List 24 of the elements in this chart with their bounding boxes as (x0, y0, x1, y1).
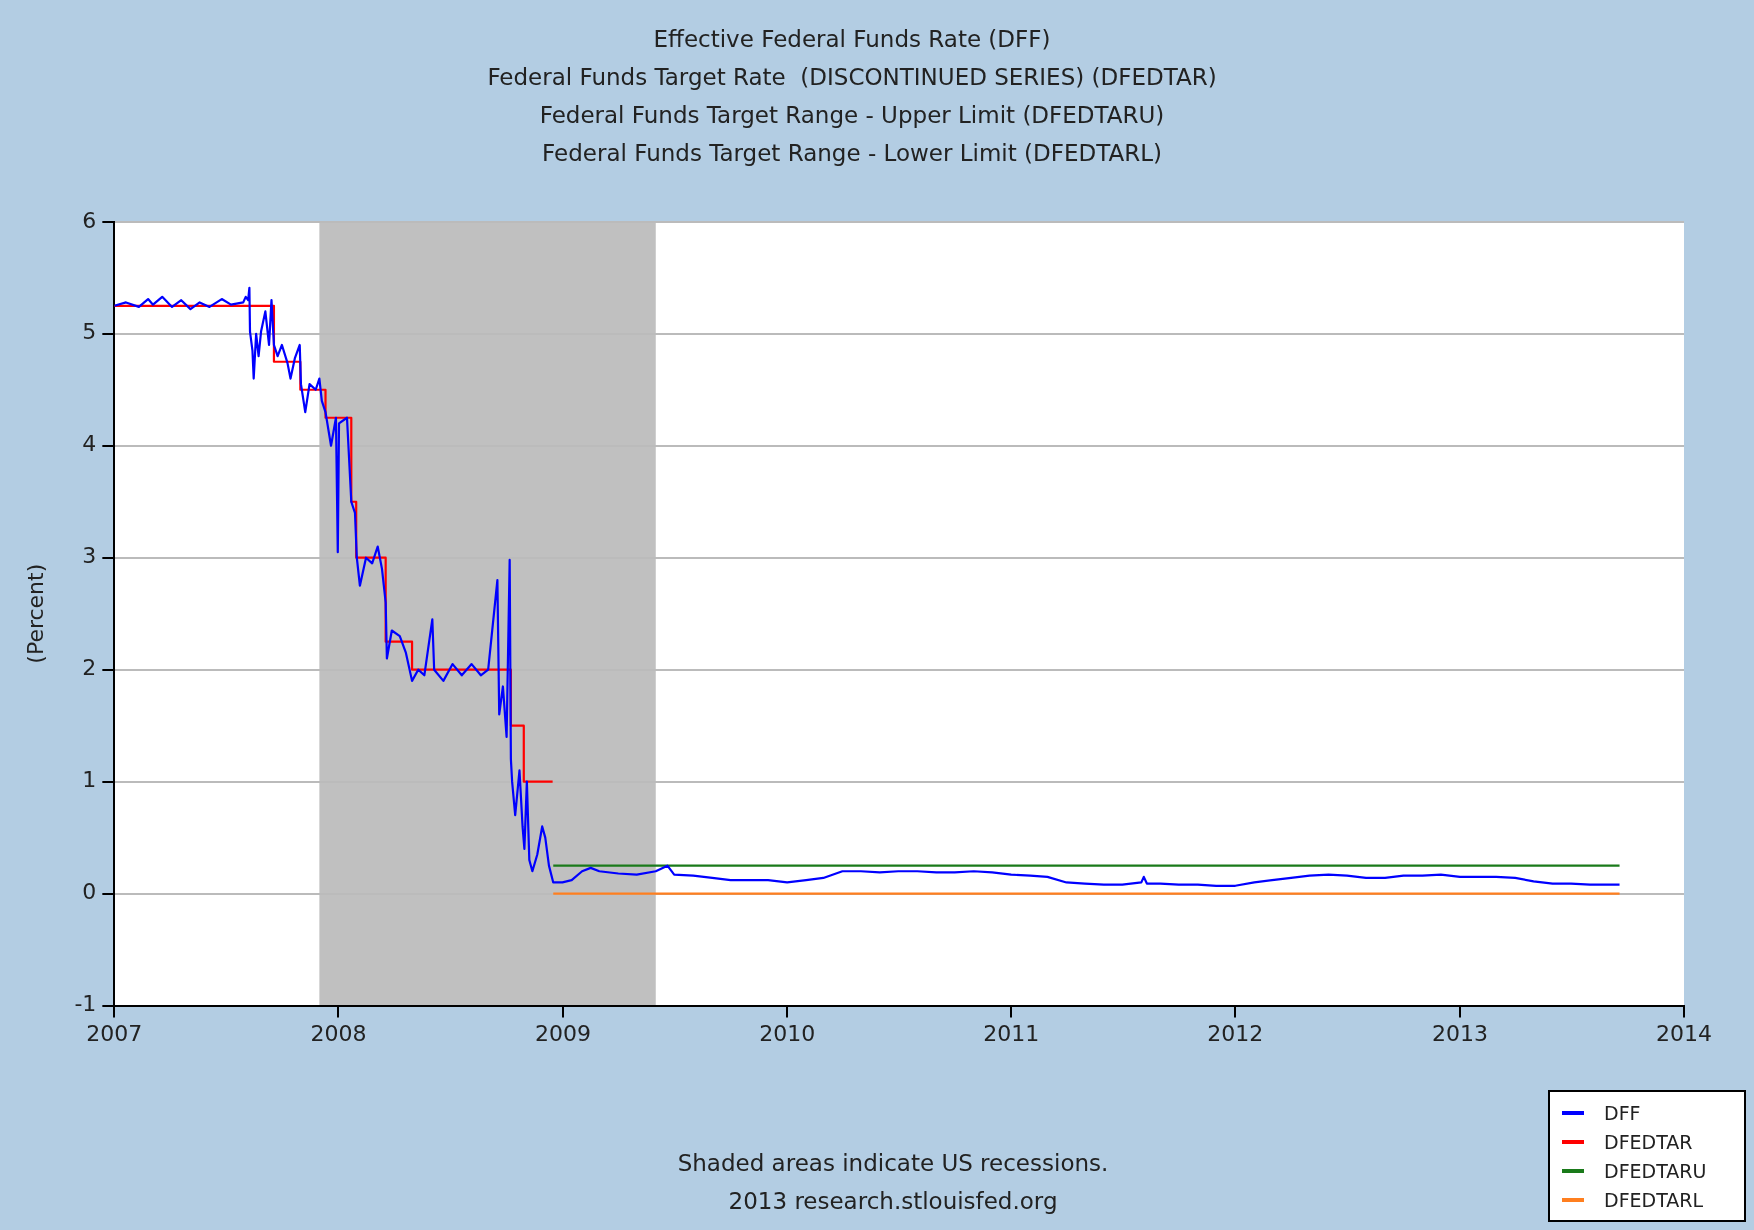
x-tick-label: 2014 (1656, 1020, 1712, 1046)
y-tick-label: 0 (82, 879, 97, 905)
legend-label: DFEDTARL (1604, 1188, 1704, 1211)
y-tick-label: 2 (82, 655, 97, 681)
x-tick-label: 2012 (1207, 1020, 1264, 1046)
x-tick-label: 2011 (983, 1020, 1040, 1046)
y-tick-label: 1 (82, 767, 97, 793)
text: 2013 research.stlouisfed.org (728, 1187, 1058, 1214)
x-tick-label: 2010 (759, 1020, 816, 1046)
legend-label: DFEDTARU (1604, 1159, 1707, 1182)
y-tick-label: 6 (82, 207, 97, 233)
legend-label: DFEDTAR (1604, 1130, 1693, 1153)
x-tick-label: 2008 (310, 1020, 367, 1046)
y-tick-label: 3 (82, 543, 97, 569)
chart-title: Effective Federal Funds Rate (DFF) Federal Funds Target Rate (DISCONTINUED SERIES) (DFEDTAR) Federal Funds Target Range - Upper Limit (DFEDTARU) Federal Funds Target Range - Lower Limit (DFEDTARL) (487, 25, 1217, 166)
x-tick-label: 2009 (535, 1020, 592, 1046)
y-tick-label: 5 (82, 319, 97, 345)
text: Shaded areas indicate US recessions. (677, 1149, 1109, 1176)
y-tick-label: 4 (82, 431, 97, 457)
y-axis-title: (Percent) (22, 563, 48, 664)
legend-label: DFF (1604, 1101, 1641, 1124)
x-tick-label: 2007 (86, 1020, 143, 1046)
x-tick-label: 2013 (1431, 1020, 1488, 1046)
y-tick-label: -1 (74, 991, 97, 1017)
